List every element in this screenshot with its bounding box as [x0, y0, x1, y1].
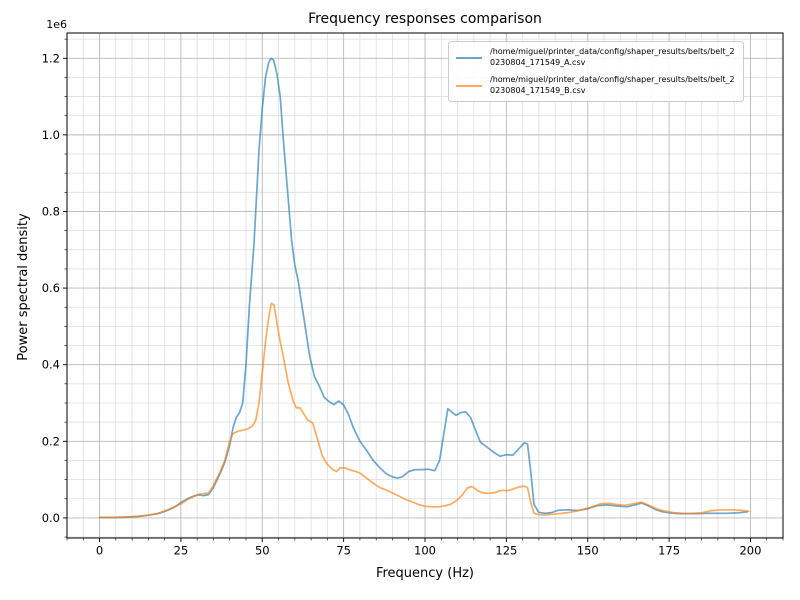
x-tick-label: 50	[255, 544, 270, 558]
x-tick-label: 150	[577, 544, 599, 558]
y-tick-label: 0.2	[42, 434, 60, 448]
data-series	[98, 57, 750, 519]
series-line-b	[98, 302, 750, 519]
x-tick-label: 0	[96, 544, 103, 558]
legend: /home/miguel/printer_data/config/shaper_…	[448, 41, 744, 102]
x-tick-label: 75	[336, 544, 351, 558]
axis-tick-labels: 0 25 50 75 100 125 150 175 200 0.0 0.2 0.4 0.6 0.8 1.0…	[42, 51, 762, 557]
grid-major	[67, 33, 783, 538]
y-tick-label: 0.6	[42, 281, 60, 295]
legend-line-sample-b	[456, 84, 482, 87]
axis-ticks	[63, 38, 784, 542]
x-tick-label: 200	[739, 544, 761, 558]
x-tick-label: 100	[414, 544, 436, 558]
x-tick-label: 125	[495, 544, 517, 558]
legend-entry-a: /home/miguel/printer_data/config/shaper_…	[456, 47, 735, 68]
y-axis-offset-text: 1e6	[46, 18, 67, 31]
chart-title: Frequency responses comparison	[308, 11, 542, 27]
y-axis-label: Power spectral density	[16, 213, 31, 361]
legend-label-a-line2: 0230804_171549_A.csv	[490, 57, 586, 67]
legend-label-a-line1: /home/miguel/printer_data/config/shaper_…	[490, 47, 735, 56]
y-tick-label: 1.2	[42, 51, 60, 65]
legend-entry-b: /home/miguel/printer_data/config/shaper_…	[456, 75, 735, 96]
legend-label-b-line2: 0230804_171549_B.csv	[490, 85, 586, 95]
y-tick-label: 0.8	[42, 204, 60, 218]
x-tick-label: 175	[658, 544, 680, 558]
legend-line-sample-a	[456, 56, 482, 59]
legend-label-b-line1: /home/miguel/printer_data/config/shaper_…	[490, 75, 735, 84]
y-tick-label: 0.4	[42, 358, 60, 372]
y-tick-label: 0.0	[42, 511, 60, 525]
x-tick-label: 25	[174, 544, 189, 558]
x-axis-label: Frequency (Hz)	[376, 566, 474, 581]
y-tick-label: 1.0	[42, 128, 60, 142]
